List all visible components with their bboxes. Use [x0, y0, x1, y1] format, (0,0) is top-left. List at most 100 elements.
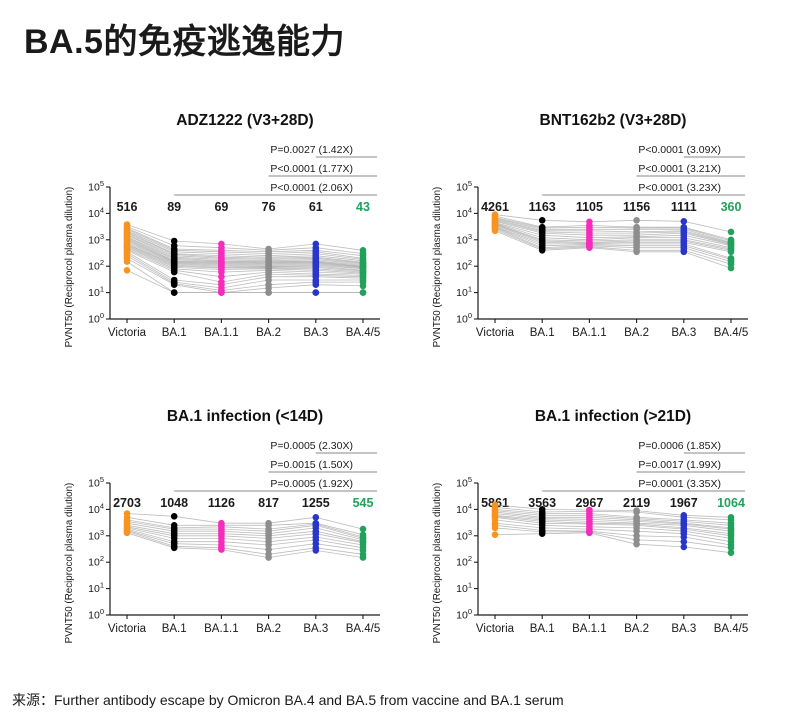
- gmt-value: 1163: [529, 200, 556, 214]
- data-point: [491, 531, 499, 538]
- y-axis-label: PVNT50 (Reciprocol plasma dilution): [64, 483, 75, 643]
- data-point: [680, 248, 688, 256]
- subject-line: [494, 513, 732, 530]
- significance-label: P<0.0001 (1.77X): [270, 163, 353, 175]
- y-tick-label: 105: [456, 179, 472, 194]
- x-tick-label: BA.1: [162, 327, 187, 339]
- chart-panel-ba1-infection-early: BA.1 infection (<14D) P=0.0005 (2.30X) P=0…: [62, 385, 392, 643]
- x-tick-label: BA.1.1: [204, 623, 239, 635]
- subject-line: [126, 230, 364, 260]
- x-tick-label: BA.3: [303, 327, 328, 339]
- y-tick-label: 102: [456, 554, 472, 569]
- x-tick-label: BA.2: [256, 327, 281, 339]
- gmt-value: 1048: [160, 496, 188, 510]
- data-point: [680, 543, 688, 551]
- y-tick-label: 100: [88, 607, 104, 622]
- significance-label: P=0.0001 (3.35X): [638, 478, 721, 490]
- subject-line: [126, 251, 364, 286]
- significance-label: P<0.0001 (3.21X): [638, 163, 721, 175]
- chart-svg: ADZ1222 (V3+28D) P=0.0027 (1.42X) P<0.0001…: [64, 112, 381, 347]
- subject-line: [494, 516, 732, 537]
- subject-line: [126, 224, 364, 251]
- subject-line: [126, 240, 364, 269]
- subject-line: [494, 527, 732, 549]
- data-point: [586, 529, 593, 537]
- gmt-value: 1967: [670, 496, 698, 510]
- subject-line: [126, 248, 364, 278]
- chart-panel-ba1-infection-late: BA.1 infection (>21D) P=0.0006 (1.85X) P=0…: [430, 385, 760, 643]
- data-point: [727, 248, 735, 256]
- subject-line: [126, 231, 364, 262]
- x-tick-label: BA.4/5: [346, 327, 381, 339]
- gmt-value: 1156: [623, 200, 650, 214]
- data-point: [633, 527, 640, 535]
- subject-line: [494, 217, 732, 242]
- significance-label: P=0.0005 (1.92X): [270, 478, 353, 490]
- subject-line: [126, 239, 364, 268]
- subject-line: [126, 524, 364, 543]
- data-point: [727, 544, 735, 552]
- data-point: [359, 525, 367, 533]
- x-tick-label: Victoria: [108, 327, 147, 339]
- subject-line: [126, 513, 364, 530]
- gmt-value: 516: [117, 200, 138, 214]
- significance-label: P=0.0017 (1.99X): [638, 459, 721, 471]
- subject-line: [494, 230, 732, 269]
- significance-label: P=0.0006 (1.85X): [638, 440, 721, 452]
- subject-line: [494, 227, 732, 262]
- data-point: [633, 217, 640, 224]
- subject-line: [494, 217, 732, 243]
- subject-line: [126, 242, 364, 270]
- subject-line: [494, 509, 732, 524]
- chart-panel-bnt162b2: BNT162b2 (V3+28D) P<0.0001 (3.09X) P<0.000…: [430, 89, 760, 347]
- gmt-value: 360: [721, 200, 742, 214]
- gmt-value: 1064: [717, 496, 745, 510]
- subject-line: [126, 247, 364, 275]
- subject-line: [126, 244, 364, 272]
- data-point: [170, 544, 178, 552]
- data-point: [633, 540, 640, 548]
- data-point: [265, 284, 272, 292]
- data-point: [727, 264, 735, 272]
- subject-line: [126, 522, 364, 541]
- y-tick-label: 102: [456, 258, 472, 273]
- subject-line: [126, 519, 364, 538]
- subject-line: [494, 223, 732, 250]
- data-point: [218, 268, 225, 276]
- y-tick-label: 105: [88, 475, 104, 490]
- subject-line: [494, 222, 732, 249]
- data-point: [538, 217, 546, 224]
- page-title: BA.5的免疫逃逸能力: [24, 23, 345, 61]
- gmt-value: 1105: [576, 200, 603, 214]
- subject-line: [494, 511, 732, 529]
- x-tick-label: BA.1: [162, 623, 187, 635]
- y-tick-label: 101: [456, 285, 472, 300]
- x-tick-label: Victoria: [108, 623, 147, 635]
- x-tick-label: BA.3: [303, 623, 328, 635]
- data-point: [586, 244, 593, 251]
- subject-line: [494, 519, 732, 539]
- subject-line: [494, 522, 732, 543]
- y-tick-label: 103: [456, 528, 472, 543]
- data-point: [680, 218, 688, 225]
- gmt-value: 76: [262, 200, 276, 214]
- subject-line: [494, 224, 732, 251]
- x-tick-label: BA.1.1: [572, 623, 607, 635]
- gmt-value: 2703: [113, 496, 141, 510]
- panel-title: BNT162b2 (V3+28D): [540, 112, 687, 129]
- data-point: [265, 541, 272, 549]
- gmt-value: 1111: [671, 200, 697, 214]
- y-tick-label: 101: [456, 581, 472, 596]
- gmt-value: 1126: [208, 496, 235, 510]
- data-point: [265, 554, 272, 561]
- chart-svg: BNT162b2 (V3+28D) P<0.0001 (3.09X) P<0.000…: [432, 112, 748, 347]
- significance-label: P=0.0015 (1.50X): [270, 459, 353, 471]
- subject-line: [126, 257, 364, 294]
- subject-line: [494, 532, 732, 554]
- significance-label: P=0.0027 (1.42X): [270, 144, 353, 156]
- data-point: [123, 267, 131, 274]
- subject-line: [126, 245, 364, 273]
- subject-line: [126, 243, 364, 271]
- y-tick-label: 104: [456, 501, 472, 516]
